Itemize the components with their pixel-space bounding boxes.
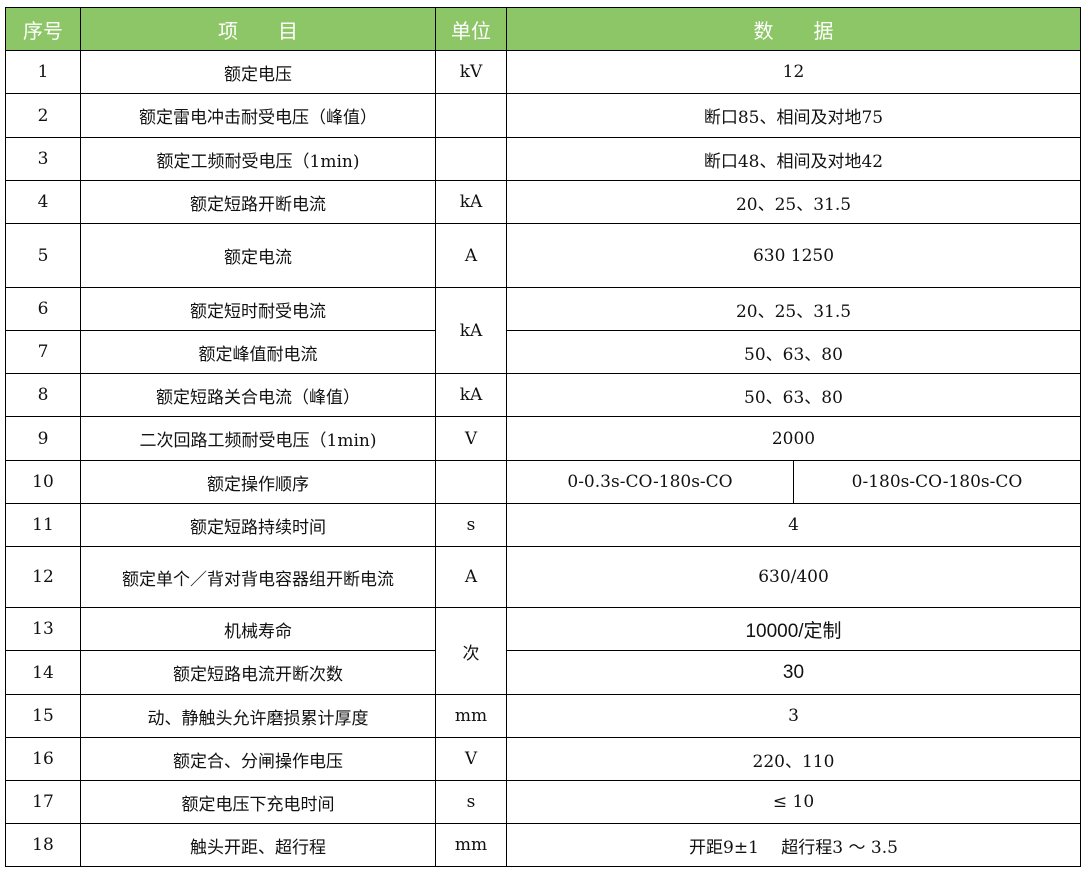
row-value: 630/400 <box>506 546 1081 608</box>
row-item: 额定单个／背对背电容器组开断电流 <box>80 546 436 608</box>
row-item: 机械寿命 <box>80 607 436 651</box>
row-number: 17 <box>5 780 81 824</box>
row-unit: A <box>435 223 507 288</box>
row-number: 18 <box>5 823 81 867</box>
row-value: 4 <box>506 503 1081 547</box>
row-value: 3 <box>506 694 1081 738</box>
row-unit: kA <box>435 180 507 224</box>
row-number: 12 <box>5 546 81 608</box>
row-number: 2 <box>5 93 81 138</box>
row-number: 13 <box>5 607 81 651</box>
row-item: 额定短路开断电流 <box>80 180 436 224</box>
row-value: 20、25、31.5 <box>506 180 1081 224</box>
row-item: 额定雷电冲击耐受电压（峰值） <box>80 93 436 138</box>
table-row: 2 额定雷电冲击耐受电压（峰值） 断口85、相间及对地75 <box>5 93 1081 138</box>
row-value: 50、63、80 <box>506 373 1081 417</box>
row-number: 7 <box>5 330 81 374</box>
row-unit <box>435 93 507 138</box>
table-row: 16 额定合、分闸操作电压 V 220、110 <box>5 737 1081 781</box>
table-row: 11 额定短路持续时间 s 4 <box>5 503 1081 547</box>
table-row: 15 动、静触头允许磨损累计厚度 mm 3 <box>5 694 1081 738</box>
row-item: 额定电压下充电时间 <box>80 780 436 824</box>
header-unit: 单位 <box>435 7 507 51</box>
table-row: 14 额定短路电流开断次数 30 <box>5 650 1081 695</box>
table-row: 3 额定工频耐受电压（1min) 断口48、相间及对地42 <box>5 137 1081 181</box>
row-value: 12 <box>506 50 1081 94</box>
row-unit <box>435 460 507 504</box>
row-unit: s <box>435 503 507 547</box>
row-value: 断口48、相间及对地42 <box>506 137 1081 181</box>
row-value: 10000/定制 <box>506 607 1081 651</box>
row-number: 14 <box>5 650 81 695</box>
row-item: 额定短时耐受电流 <box>80 287 436 331</box>
table-row: 18 触头开距、超行程 mm 开距9±1 超行程3 ～ 3.5 <box>5 823 1081 867</box>
row-value: 0-0.3s-CO-180s-CO <box>506 460 794 504</box>
row-number: 10 <box>5 460 81 504</box>
table-row: 1 额定电压 kV 12 <box>5 50 1081 94</box>
row-unit: kA <box>435 287 507 374</box>
row-unit: kV <box>435 50 507 94</box>
table-row: 8 额定短路关合电流（峰值） kA 50、63、80 <box>5 373 1081 417</box>
row-unit: A <box>435 546 507 608</box>
table-row: 13 机械寿命次 10000/定制 <box>5 607 1081 695</box>
row-item: 额定工频耐受电压（1min) <box>80 137 436 181</box>
row-value-2: 0-180s-CO-180s-CO <box>793 460 1081 504</box>
row-number: 6 <box>5 287 81 331</box>
row-number: 11 <box>5 503 81 547</box>
row-item: 额定操作顺序 <box>80 460 436 504</box>
row-value: 220、110 <box>506 737 1081 781</box>
row-number: 9 <box>5 416 81 461</box>
table-row: 5 额定电流 A 630 1250 <box>5 223 1081 288</box>
row-item: 额定电压 <box>80 50 436 94</box>
row-number: 3 <box>5 137 81 181</box>
table-row: 7 额定峰值耐电流 50、63、80 <box>5 330 1081 374</box>
table-row: 17 额定电压下充电时间 s ≤ 10 <box>5 780 1081 824</box>
row-item: 触头开距、超行程 <box>80 823 436 867</box>
row-value: 断口85、相间及对地75 <box>506 93 1081 138</box>
row-number: 8 <box>5 373 81 417</box>
row-unit: V <box>435 737 507 781</box>
row-unit: kA <box>435 373 507 417</box>
row-unit: mm <box>435 694 507 738</box>
row-value: 开距9±1 超行程3 ～ 3.5 <box>506 823 1081 867</box>
row-number: 5 <box>5 223 81 288</box>
table-row: 6 额定短时耐受电流 kA 20、25、31.5 <box>5 287 1081 374</box>
row-item: 额定电流 <box>80 223 436 288</box>
row-value: ≤ 10 <box>506 780 1081 824</box>
table-row: 10 额定操作顺序 0-0.3s-CO-180s-CO 0-180s-CO-180s-… <box>5 460 1081 504</box>
header-item: 项 目 <box>80 7 436 51</box>
row-number: 1 <box>5 50 81 94</box>
row-item: 额定短路电流开断次数 <box>80 650 436 695</box>
row-number: 16 <box>5 737 81 781</box>
row-unit <box>435 137 507 181</box>
header-row: 序号 项 目 单位 数 据 <box>5 7 1081 51</box>
row-number: 15 <box>5 694 81 738</box>
row-value: 20、25、31.5 <box>506 287 1081 331</box>
spec-table: 序号 项 目 单位 数 据 1 额定电压 kV 12 2 额定雷电冲击耐受电压（峰值） 断口… <box>5 7 1081 867</box>
table-row: 4 额定短路开断电流 kA 20、25、31.5 <box>5 180 1081 224</box>
row-item: 额定短路持续时间 <box>80 503 436 547</box>
table-row: 12 额定单个／背对背电容器组开断电流 A 630/400 <box>5 546 1081 608</box>
row-item: 额定短路关合电流（峰值） <box>80 373 436 417</box>
row-unit: 次 <box>435 607 507 695</box>
row-value: 30 <box>506 650 1081 695</box>
header-data: 数 据 <box>506 7 1081 51</box>
row-value: 630 1250 <box>506 223 1081 288</box>
table-row: 9 二次回路工频耐受电压（1min) V 2000 <box>5 416 1081 461</box>
row-item: 动、静触头允许磨损累计厚度 <box>80 694 436 738</box>
row-item: 二次回路工频耐受电压（1min) <box>80 416 436 461</box>
row-unit: mm <box>435 823 507 867</box>
row-value: 50、63、80 <box>506 330 1081 374</box>
header-no: 序号 <box>5 7 81 51</box>
row-unit: s <box>435 780 507 824</box>
row-item: 额定峰值耐电流 <box>80 330 436 374</box>
row-value: 2000 <box>506 416 1081 461</box>
row-number: 4 <box>5 180 81 224</box>
row-unit: V <box>435 416 507 461</box>
row-item: 额定合、分闸操作电压 <box>80 737 436 781</box>
